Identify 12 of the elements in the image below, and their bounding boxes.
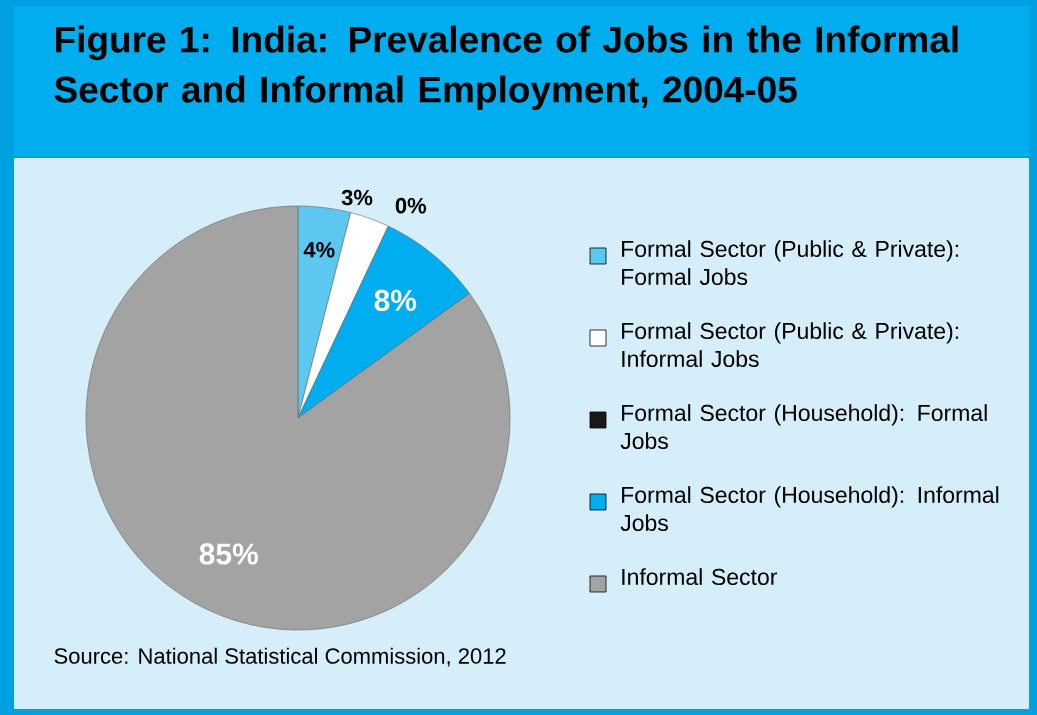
data-label: 85% [199,543,258,565]
legend-label: Formal Sector (Household): Formal Jobs [620,404,987,450]
chart-title: Figure 1: India: Prevalence of Jobs in the Informal Sector and Informal Employment, 2004-05 [54,25,958,111]
data-label: 4% [303,241,335,258]
legend-label: Formal Sector (Household): Informal Jobs [620,486,999,532]
legend-label: Informal Sector [622,568,778,586]
legend-label: Formal Sector (Public & Private): Informal Jobs [622,322,959,368]
text: 0% [395,197,427,214]
data-label: 8% [374,289,417,311]
source-note: Source: National Statistical Commission, 2012 [54,647,506,667]
data-label: 3% [341,189,373,206]
legend-label: Formal Sector (Public & Private): Formal Jobs [622,240,959,286]
